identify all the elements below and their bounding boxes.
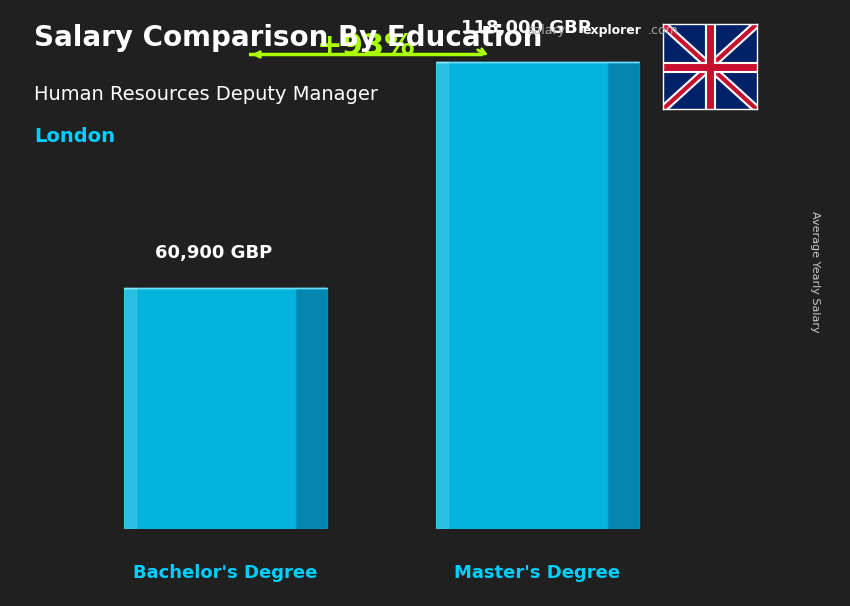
Polygon shape — [124, 288, 136, 528]
Text: salary: salary — [527, 24, 565, 37]
Text: Average Yearly Salary: Average Yearly Salary — [810, 211, 820, 333]
Text: .com: .com — [648, 24, 678, 37]
Text: 118,000 GBP: 118,000 GBP — [461, 19, 591, 37]
Text: explorer: explorer — [582, 24, 641, 37]
Polygon shape — [608, 62, 639, 528]
Text: London: London — [34, 127, 115, 146]
Text: Master's Degree: Master's Degree — [455, 564, 620, 582]
FancyBboxPatch shape — [436, 62, 608, 528]
Text: Salary Comparison By Education: Salary Comparison By Education — [34, 24, 542, 52]
FancyBboxPatch shape — [124, 288, 296, 528]
Text: Human Resources Deputy Manager: Human Resources Deputy Manager — [34, 85, 378, 104]
Polygon shape — [296, 288, 327, 528]
Polygon shape — [436, 62, 448, 528]
Text: Bachelor's Degree: Bachelor's Degree — [133, 564, 318, 582]
Text: 60,900 GBP: 60,900 GBP — [156, 244, 273, 262]
Text: +93%: +93% — [316, 32, 416, 61]
